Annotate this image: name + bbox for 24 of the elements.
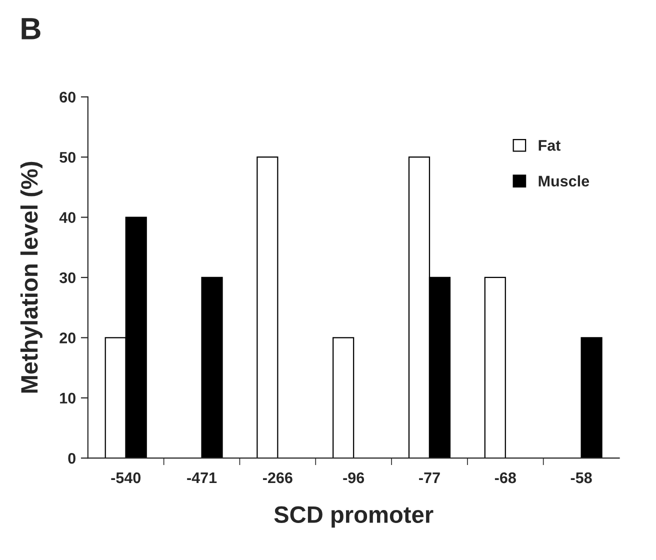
y-tick-label: 40 — [59, 212, 76, 223]
x-tick-label: -96 — [343, 472, 364, 484]
x-tick-label: -58 — [570, 472, 592, 484]
y-tick-label: 30 — [59, 272, 76, 284]
legend-label: Muscle — [538, 175, 590, 187]
y-tick-label: 50 — [60, 152, 76, 163]
bar — [201, 276, 223, 458]
x-tick-label: -471 — [187, 472, 217, 484]
x-tick-label: -266 — [262, 472, 292, 484]
legend-label: Fat — [538, 140, 561, 151]
y-axis-title: Methylation level (%) — [20, 162, 42, 393]
bar — [332, 337, 354, 458]
x-tick-label: -77 — [419, 472, 440, 484]
text: B — [22, 18, 40, 40]
x-axis-title: SCD promoter — [274, 506, 434, 528]
y-tick-label: 10 — [60, 392, 76, 404]
y-tick-label: 0 — [68, 452, 76, 464]
x-tick-label: -540 — [111, 472, 141, 484]
bar — [580, 337, 602, 458]
bar — [484, 276, 506, 458]
x-tick-label: -68 — [494, 472, 516, 484]
y-tick-label: 20 — [60, 332, 76, 344]
bar — [256, 156, 278, 458]
y-tick-label: 60 — [60, 92, 76, 103]
